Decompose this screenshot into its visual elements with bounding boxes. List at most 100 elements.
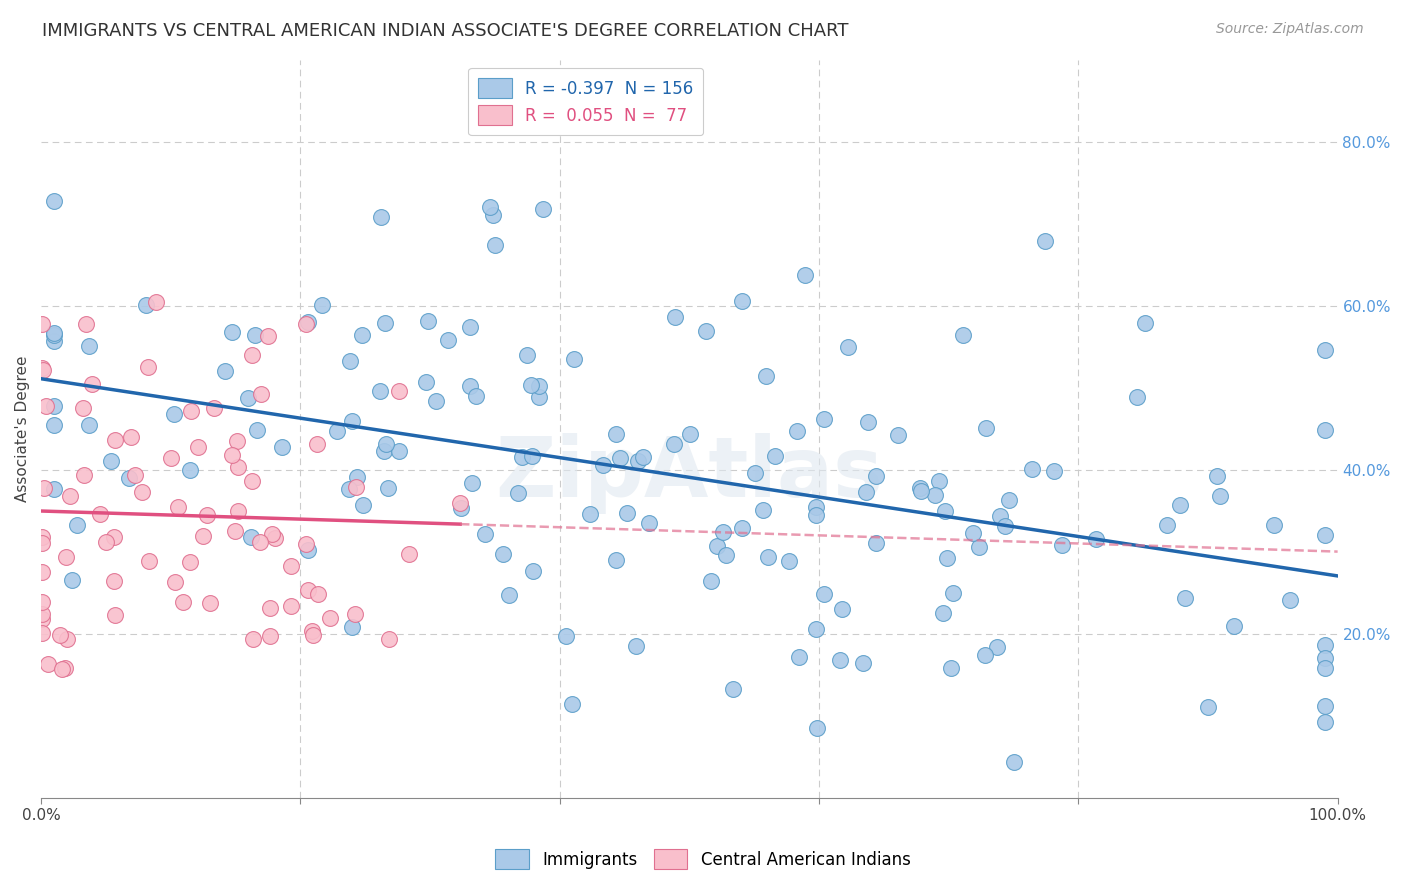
Point (240, 348, 263, 362)
Point (962, 526, 984, 541)
Point (482, 208, 505, 222)
Point (82, 377, 104, 392)
Point (804, 500, 827, 514)
Legend: Immigrants, Central American Indians: Immigrants, Central American Indians (485, 838, 921, 880)
Point (527, 379, 550, 393)
Point (350, 327, 373, 342)
Point (700, 574, 723, 588)
Point (908, 481, 931, 495)
Point (416, 314, 439, 328)
Y-axis label: Associate's Degree: Associate's Degree (15, 356, 30, 502)
Point (865, 468, 887, 483)
Point (561, 697, 583, 711)
Point (120, 429, 142, 443)
Point (103, 574, 125, 588)
Point (994, 519, 1017, 533)
Point (1313, 638, 1336, 652)
Point (124, 468, 146, 483)
Point (31, 531, 53, 545)
Point (510, 450, 533, 464)
Point (609, 450, 631, 465)
Point (31, 565, 53, 579)
Point (377, 482, 399, 496)
Point (1197, 700, 1219, 714)
Point (939, 661, 962, 675)
Point (531, 202, 554, 216)
Point (752, 503, 775, 517)
Point (1174, 591, 1197, 605)
Point (1208, 489, 1230, 503)
Point (1021, 462, 1043, 476)
Point (934, 504, 956, 518)
Point (928, 474, 950, 488)
Point (280, 599, 302, 613)
Point (32, 363, 55, 377)
Point (974, 648, 997, 662)
Point (1313, 423, 1336, 437)
Point (555, 629, 578, 643)
Point (605, 553, 627, 567)
Point (936, 550, 959, 565)
Point (793, 268, 815, 283)
Point (806, 721, 828, 735)
Point (53, 661, 76, 675)
Point (59, 489, 82, 503)
Point (713, 525, 735, 540)
Point (326, 425, 349, 439)
Point (990, 509, 1012, 524)
Point (706, 540, 728, 554)
Point (1263, 517, 1285, 532)
Point (195, 508, 218, 522)
Point (1156, 518, 1178, 533)
Point (388, 443, 411, 458)
Point (135, 298, 157, 312)
Point (214, 364, 236, 378)
Point (72, 401, 94, 415)
Point (226, 459, 249, 474)
Point (307, 586, 329, 600)
Point (730, 521, 752, 535)
Point (986, 640, 1008, 654)
Point (75, 318, 97, 332)
Point (813, 411, 835, 425)
Point (522, 449, 544, 463)
Point (280, 558, 302, 573)
Text: ZipAtlas: ZipAtlas (495, 433, 883, 514)
Point (96, 535, 118, 549)
Point (664, 310, 686, 324)
Point (167, 500, 190, 515)
Point (498, 588, 520, 602)
Point (138, 554, 160, 568)
Point (103, 530, 125, 544)
Point (695, 324, 717, 338)
Point (104, 607, 127, 622)
Point (855, 485, 877, 500)
Point (1033, 235, 1056, 249)
Point (721, 681, 744, 696)
Point (240, 475, 263, 489)
Point (339, 353, 361, 368)
Point (1133, 316, 1156, 330)
Point (103, 433, 125, 447)
Point (616, 506, 638, 520)
Point (224, 524, 246, 538)
Point (263, 531, 285, 545)
Point (180, 404, 202, 418)
Point (66, 517, 89, 532)
Point (865, 536, 887, 550)
Point (377, 632, 399, 646)
Point (837, 340, 859, 354)
Point (42, 327, 65, 342)
Point (163, 407, 186, 421)
Point (626, 639, 648, 653)
Point (42, 334, 65, 348)
Point (479, 200, 502, 214)
Point (42, 326, 65, 340)
Point (1042, 464, 1064, 478)
Point (42, 399, 65, 413)
Point (910, 484, 932, 499)
Point (813, 587, 835, 601)
Point (592, 458, 614, 473)
Point (976, 421, 998, 435)
Point (226, 504, 249, 518)
